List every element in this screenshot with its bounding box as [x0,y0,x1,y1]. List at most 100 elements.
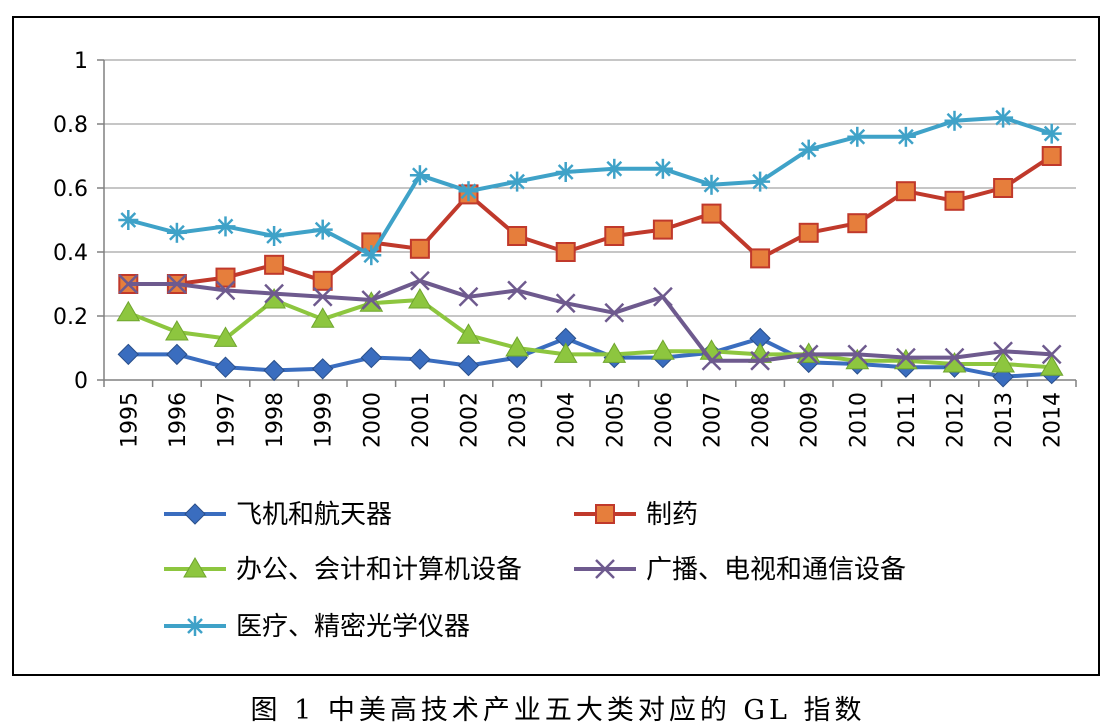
series-lines [116,107,1064,388]
data-point [167,274,187,294]
legend-label: 办公、会计和计算机设备 [236,555,522,585]
data-point [263,359,285,382]
y-tick-label: 0.8 [53,113,88,138]
x-tick-label: 1995 [117,392,142,448]
legend-item: 制药 [574,500,698,530]
data-point [165,320,189,341]
y-tick-labels: 0 0.2 0.4 0.6 0.8 1 [53,49,88,394]
data-point [555,242,576,262]
data-point [1041,146,1062,166]
data-point [507,171,528,192]
gridlines [104,59,1076,317]
data-point [604,302,625,323]
line-chart: 0 0.2 0.4 0.6 0.8 1 1995 1996 1997 1998 1999 2000 2… [53,49,1077,642]
data-point [553,342,578,363]
x-tick-label: 2013 [992,392,1017,448]
data-point [116,300,141,322]
chart-frame: 0 0.2 0.4 0.6 0.8 1 1995 1996 1997 1998 1999 2000 2… [12,16,1100,676]
data-point [750,171,771,192]
data-point [944,347,965,368]
y-tick-label: 0.6 [53,177,88,202]
data-point [652,158,673,179]
data-point [118,274,139,294]
legend-label: 广播、电视和通信设备 [646,555,906,585]
figure-caption: 图 1 中美高技术产业五大类对应的 GL 指数 [250,695,866,726]
y-tick-label: 0.2 [53,305,88,330]
data-point [458,181,479,202]
data-point [1041,344,1062,365]
data-point [456,323,481,344]
data-point [555,293,576,314]
legend-label: 医疗、精密光学仪器 [236,612,470,642]
y-tick-label: 0 [74,369,88,394]
data-point [750,248,771,269]
data-point [1039,355,1064,376]
x-tick-label: 2009 [798,392,823,448]
data-point [993,341,1013,362]
legend-item: 办公、会计和计算机设备 [164,555,522,585]
y-tick-label: 1 [74,49,88,74]
data-point [798,222,819,243]
x-tick-label: 2005 [603,392,628,448]
data-point [311,358,334,380]
data-point [701,203,722,224]
legend-marker [183,557,207,578]
data-point [408,288,432,309]
legend-marker [185,616,205,636]
legend-marker [184,503,206,525]
data-point [701,350,722,371]
x-tick-label: 2011 [895,392,920,448]
data-point [310,307,335,328]
data-point [215,267,236,288]
data-point [555,162,576,182]
data-point [991,352,1015,373]
data-point [701,174,722,195]
y-tick-label: 0.4 [53,241,88,266]
x-tick-label: 1996 [166,392,191,448]
x-tick-label: 2002 [458,392,483,448]
x-tick-label: 2004 [555,392,580,448]
data-point [505,336,529,357]
data-point [896,347,916,368]
data-point [507,226,528,246]
data-point [507,280,527,301]
data-point [361,245,382,266]
data-point [215,216,236,237]
data-point [410,270,430,291]
x-tick-label: 1998 [263,392,288,448]
data-point [409,348,431,370]
data-point [847,213,868,234]
data-point [361,290,382,310]
data-point [944,190,965,211]
x-tick-labels: 1995 1996 1997 1998 1999 2000 2001 2002 2003 2004… [117,392,1065,448]
data-point [215,280,236,301]
x-tick-label: 1997 [215,392,240,448]
data-point [166,222,187,243]
data-point [847,126,868,147]
data-point [604,226,625,246]
data-point [264,226,285,246]
data-point [1041,123,1062,144]
data-point [604,158,625,179]
legend-marker [595,559,615,579]
x-tick-label: 2001 [409,392,434,448]
data-point [895,181,916,202]
data-point [360,346,383,369]
legend-item: 飞机和航天器 [164,500,392,530]
data-point [312,270,333,291]
data-point [895,126,916,147]
data-point [118,210,139,230]
legend-label: 制药 [646,500,698,530]
axes [97,59,1077,387]
x-tick-label: 2007 [701,392,726,448]
legend-item: 医疗、精密光学仪器 [164,612,470,642]
data-point [312,219,333,240]
x-tick-label: 2008 [749,392,774,448]
data-point [651,339,675,360]
x-tick-label: 2012 [944,392,969,448]
data-point [602,342,627,363]
data-point [798,344,819,365]
data-point [213,326,238,347]
data-point [750,350,770,371]
